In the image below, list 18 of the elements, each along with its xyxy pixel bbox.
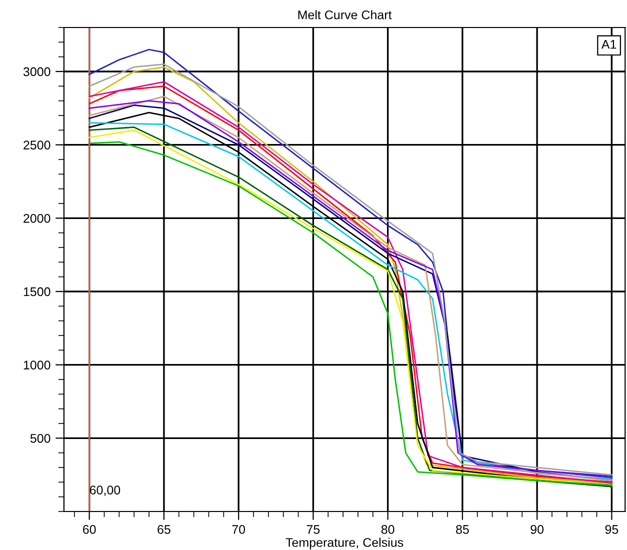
- x-tick-label: 70: [232, 525, 246, 534]
- x-tick-label: 85: [456, 525, 469, 534]
- x-tick-label: 90: [530, 525, 544, 534]
- ref-line-label: 60,00: [90, 486, 120, 496]
- y-tick-label: 1500: [24, 287, 50, 296]
- y-tick-label: 500: [30, 434, 50, 443]
- y-tick-label: 2000: [24, 214, 50, 223]
- x-tick-label: 75: [306, 525, 320, 534]
- y-tick-label: 2500: [24, 140, 50, 150]
- y-tick-label: 1000: [24, 360, 50, 370]
- x-tick-label: 65: [158, 525, 170, 534]
- x-axis-title: Temperature, Celsius: [286, 538, 404, 550]
- x-tick-label: 95: [605, 525, 618, 534]
- annotation: A1: [601, 40, 616, 49]
- x-tick-label: 60: [83, 525, 96, 534]
- y-tick-label: 3000: [23, 67, 50, 76]
- chart-title: Melt Curve Chart: [298, 10, 392, 20]
- x-tick-label: 80: [381, 525, 394, 534]
